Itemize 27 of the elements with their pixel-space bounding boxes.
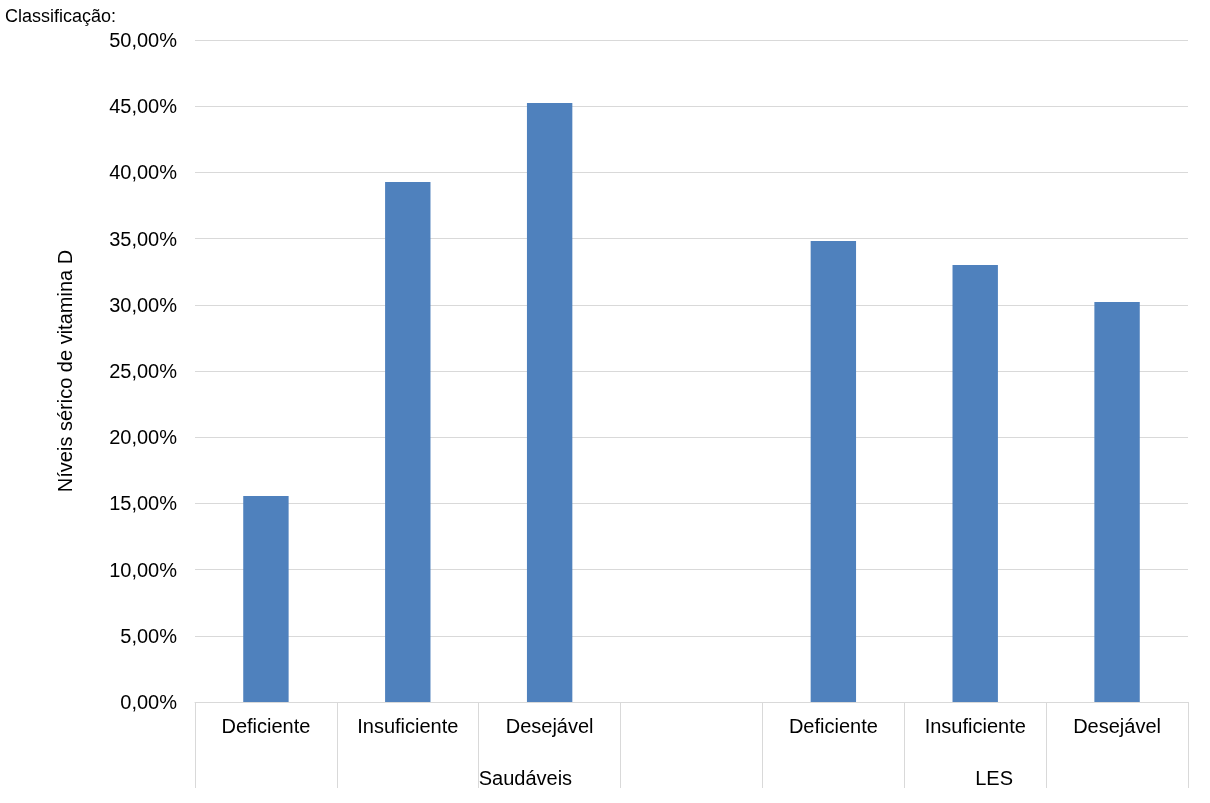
x-tick-label: Desejável — [1073, 715, 1161, 737]
bar — [810, 240, 857, 702]
y-tick-label: 30,00% — [109, 293, 178, 316]
x-tick-label: Desejável — [505, 715, 594, 737]
text: Saudáveis — [478, 767, 573, 789]
bar — [1094, 302, 1140, 702]
bar — [243, 495, 289, 702]
x-tick-label: Insuficiente — [357, 715, 459, 737]
y-tick-label: 15,00% — [109, 492, 178, 515]
x-tick-label: Deficiente — [221, 715, 311, 737]
y-tick-label: 35,00% — [109, 227, 178, 250]
y-tick-label: 40,00% — [109, 161, 178, 184]
y-tick-label: 5,00% — [120, 624, 178, 647]
x-tick-label: Deficiente — [788, 715, 878, 737]
y-tick-label: 45,00% — [109, 95, 178, 118]
x-tick-label: Insuficiente — [924, 715, 1026, 737]
y-axis-title: Níveis sérico de vitamina D — [54, 249, 76, 493]
y-tick-label: 0,00% — [120, 691, 178, 713]
chart-title: Classificação: — [5, 6, 117, 26]
y-tick-label: 10,00% — [109, 558, 178, 581]
text: LES — [975, 767, 1014, 789]
y-tick-label: 25,00% — [109, 360, 178, 382]
bar — [952, 265, 998, 702]
y-tick-label: 50,00% — [109, 29, 178, 51]
y-tick-label: 20,00% — [109, 426, 178, 449]
bar — [526, 103, 573, 702]
bar — [385, 182, 431, 702]
